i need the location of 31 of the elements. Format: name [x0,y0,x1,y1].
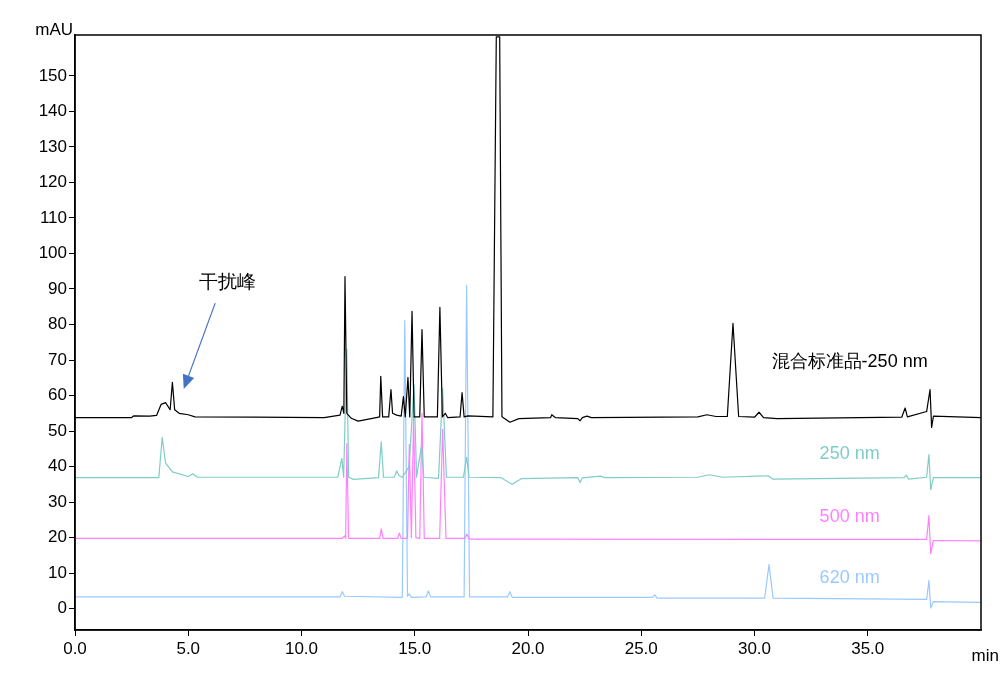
x-tick-label: 0.0 [63,638,87,658]
x-tick-label: 30.0 [737,638,772,658]
series-label: 混合标准品-250 nm [771,350,928,371]
x-axis-title: min [971,646,999,666]
y-tick-label: 60 [48,385,67,405]
y-tick-label: 140 [38,101,67,121]
y-tick-label: 90 [48,278,67,298]
y-tick-label: 150 [38,65,67,85]
y-tick-label: 0 [57,598,67,618]
series-label: 250 nm [819,442,880,463]
y-tick-label: 30 [48,491,67,511]
y-tick-label: 80 [48,314,67,334]
series-label: 620 nm [819,567,880,588]
x-tick-label: 5.0 [176,638,201,658]
y-axis-title: mAU [35,20,73,40]
y-tick-label: 110 [39,207,67,227]
y-tick-label: 20 [48,527,67,547]
y-tick-label: 10 [48,562,67,582]
x-tick-label: 35.0 [851,638,885,658]
x-tick-label: 10.0 [284,638,319,658]
x-tick-label: 25.0 [624,638,658,658]
y-tick-label: 50 [48,420,67,440]
annotation: 干扰峰 [198,271,256,293]
series-label: 500 nm [819,505,880,526]
y-tick-label: 40 [48,456,67,476]
y-tick-label: 100 [38,243,67,263]
y-tick-label: 130 [38,136,67,156]
x-tick-label: 15.0 [398,638,432,658]
y-tick-label: 70 [48,349,67,369]
y-tick-label: 120 [38,172,67,192]
x-tick-label: 20.0 [511,638,545,658]
